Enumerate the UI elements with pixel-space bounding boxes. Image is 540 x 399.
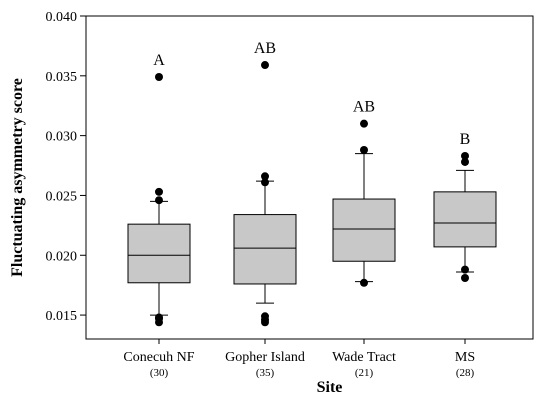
significance-letter: A <box>153 52 165 69</box>
iqr-box <box>433 191 497 248</box>
outlier-point <box>261 61 269 70</box>
x-category-label: MS <box>455 350 475 365</box>
outlier-point <box>461 157 469 166</box>
plot-frame <box>85 15 534 340</box>
x-category-label: Wade Tract <box>332 350 396 365</box>
y-tick-label: 0.025 <box>46 189 78 204</box>
sample-size-label: (21) <box>355 367 374 379</box>
outlier-point <box>461 273 469 282</box>
outlier-point <box>360 119 368 128</box>
y-tick-label: 0.015 <box>46 309 78 324</box>
y-tick-label: 0.040 <box>46 10 78 25</box>
sample-size-label: (28) <box>456 367 475 379</box>
x-axis-title: Site <box>317 379 343 396</box>
outlier-point <box>261 312 269 321</box>
sample-size-label: (30) <box>150 367 169 379</box>
y-axis-ticks: 0.015 0.020 0.025 0.030 0.035 0.040 <box>46 10 86 324</box>
significance-letter: AB <box>353 99 375 116</box>
box-group: AB <box>332 99 396 287</box>
outlier-point <box>261 172 269 181</box>
outlier-point <box>360 278 368 287</box>
boxes-layer: A AB AB B <box>127 40 497 327</box>
outlier-point <box>461 265 469 274</box>
iqr-box <box>233 214 297 285</box>
sample-size-label: (35) <box>256 367 275 379</box>
outlier-point <box>261 178 269 187</box>
outlier-point <box>155 73 163 82</box>
outlier-point <box>155 187 163 196</box>
y-tick-label: 0.035 <box>46 70 78 85</box>
y-axis-title: Fluctuating asymmetry score <box>9 78 26 277</box>
outlier-point <box>461 151 469 160</box>
iqr-box <box>332 198 396 262</box>
outlier-point <box>155 313 163 322</box>
x-category-label: Gopher Island <box>225 350 305 365</box>
significance-letter: AB <box>254 40 276 57</box>
x-axis-labels: Conecuh NF (30) Gopher Island (35) Wade Trac… <box>123 339 475 379</box>
y-tick-label: 0.030 <box>46 130 78 145</box>
iqr-box <box>127 223 191 284</box>
outlier-point <box>360 145 368 154</box>
significance-letter: B <box>460 131 471 148</box>
box-group: B <box>433 131 497 282</box>
box-group: A <box>127 52 191 327</box>
outlier-point <box>155 196 163 205</box>
x-category-label: Conecuh NF <box>123 350 194 365</box>
box-group: AB <box>233 40 297 327</box>
y-tick-label: 0.020 <box>46 249 78 264</box>
